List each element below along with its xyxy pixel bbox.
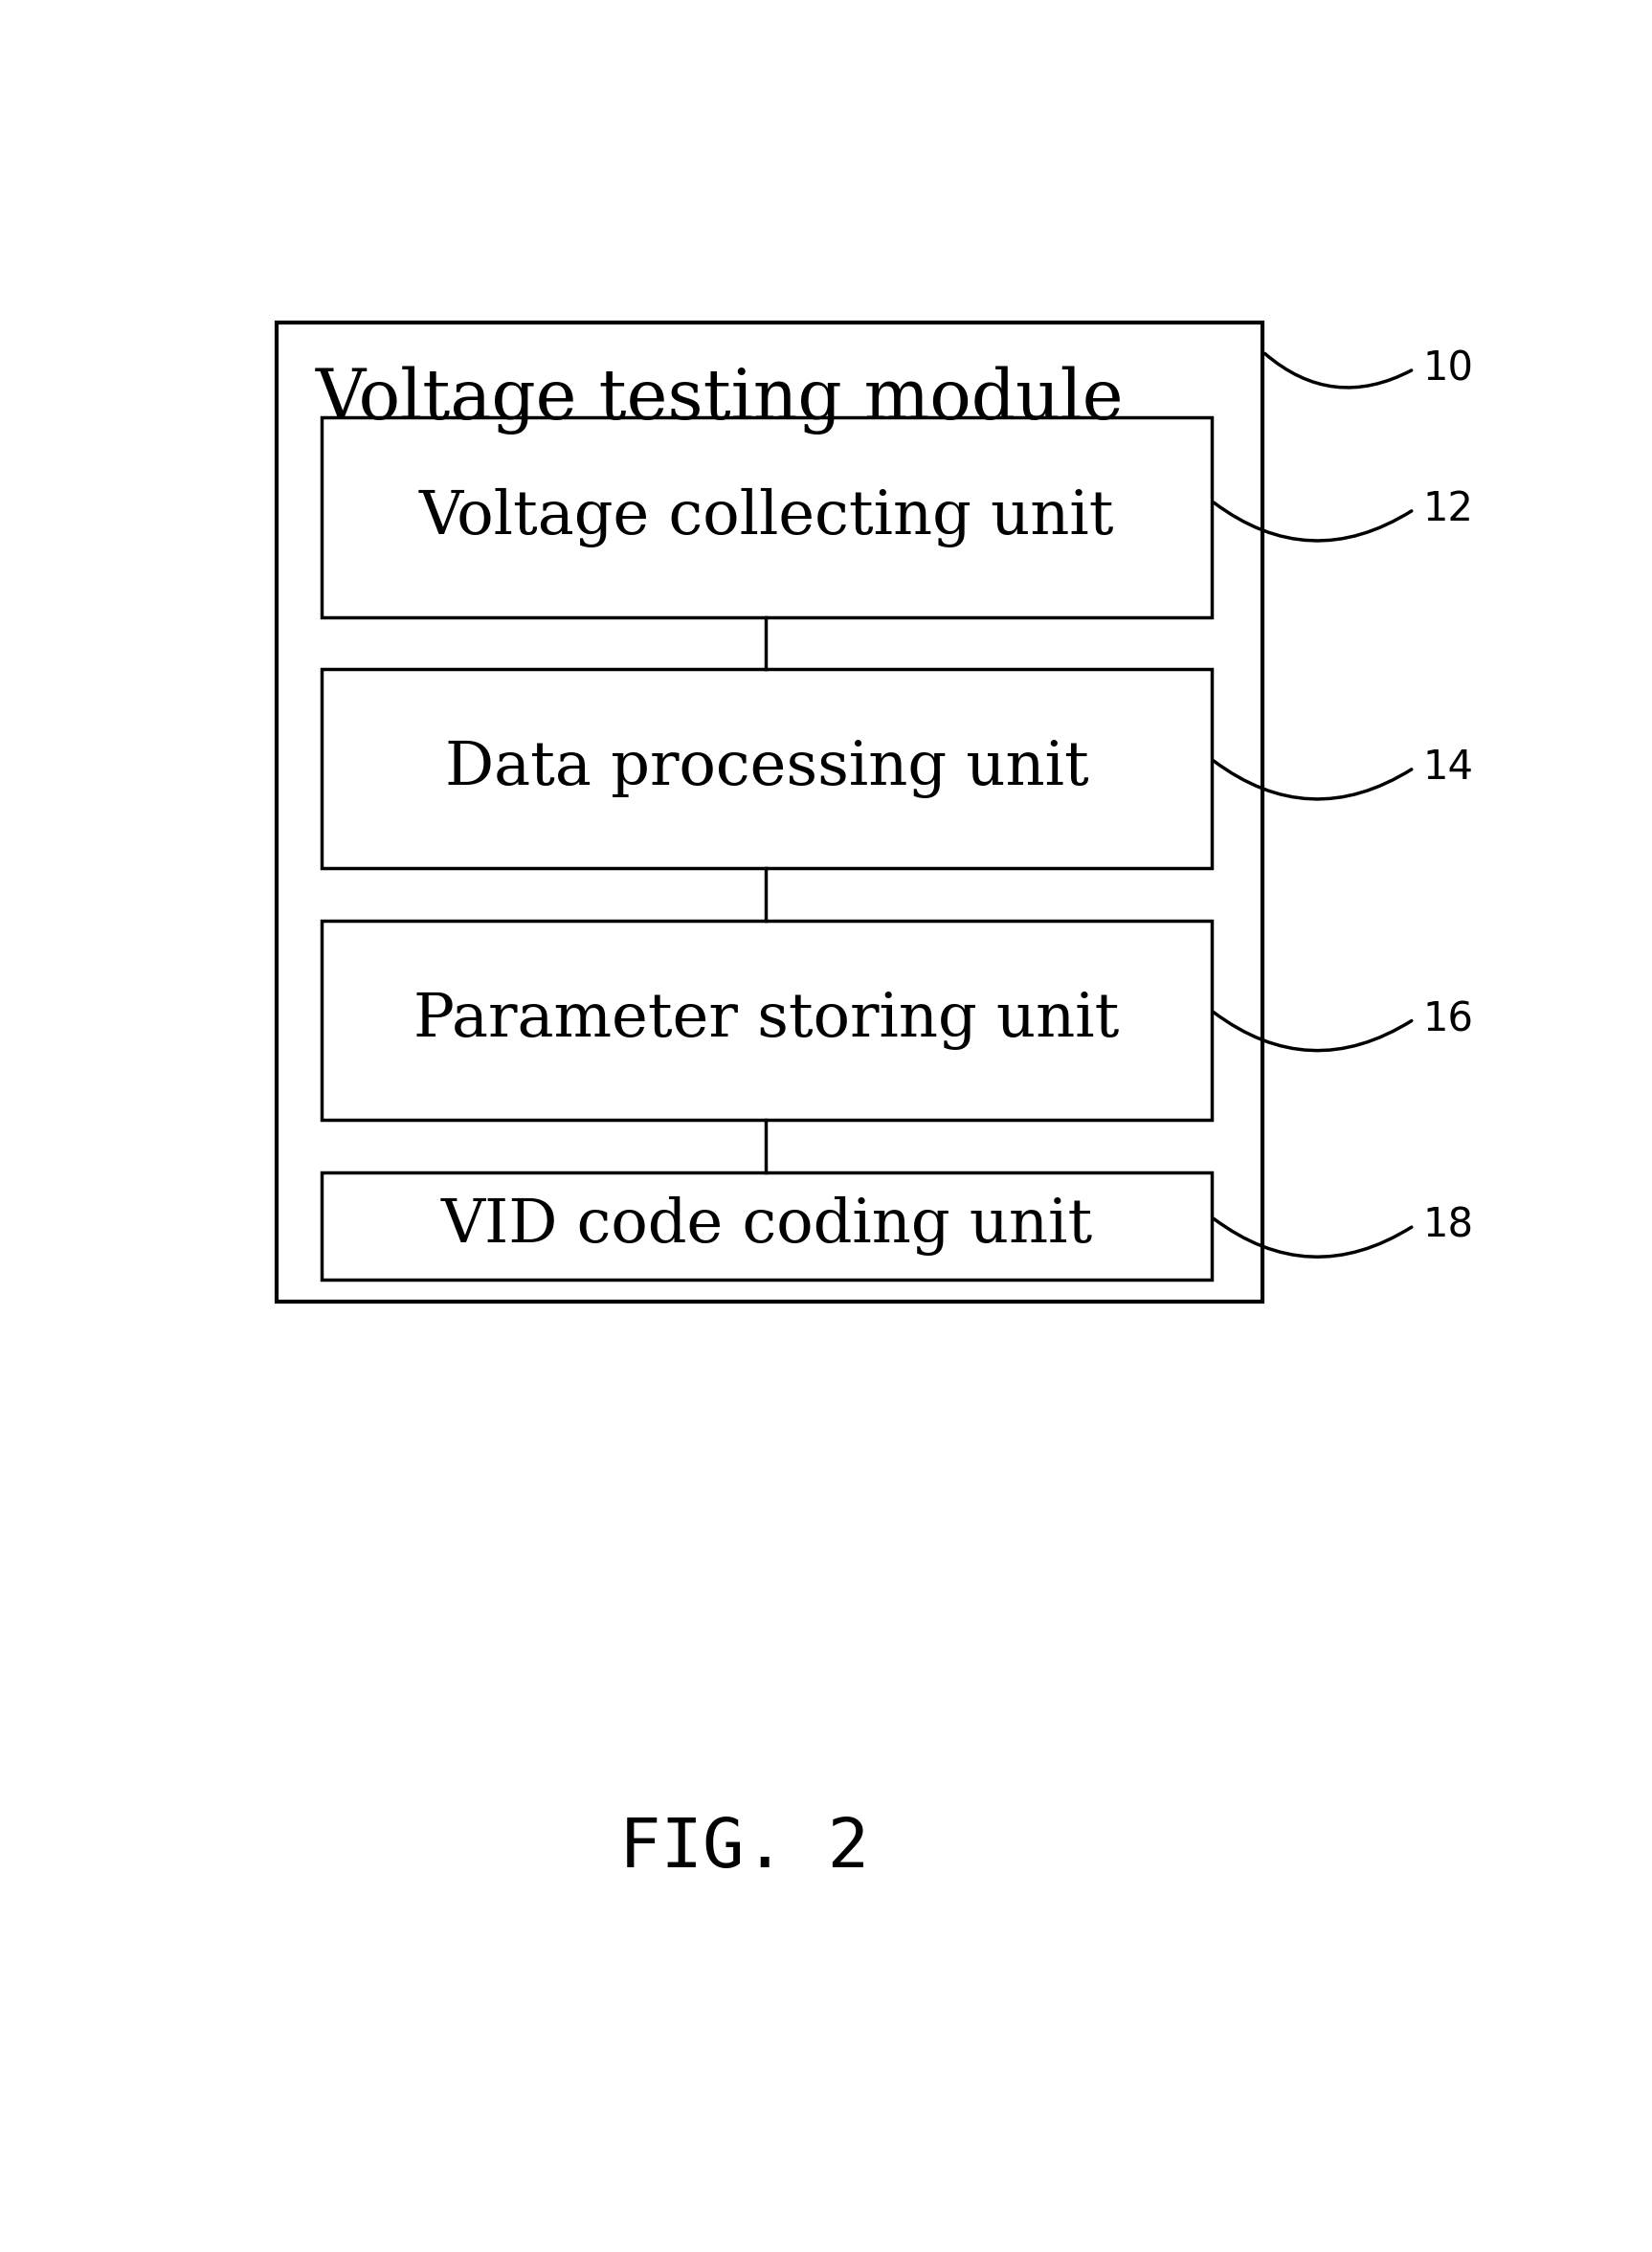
Bar	[322, 669, 1211, 869]
Text: 12: 12	[1422, 489, 1474, 529]
Text: Parameter storing unit: Parameter storing unit	[413, 991, 1120, 1049]
Text: 16: 16	[1422, 1000, 1474, 1040]
Bar	[322, 921, 1211, 1119]
Text: Data processing unit: Data processing unit	[444, 739, 1089, 797]
Text: 10: 10	[1422, 349, 1474, 390]
Text: 14: 14	[1422, 748, 1474, 788]
Bar	[322, 417, 1211, 617]
Bar	[322, 1171, 1211, 1279]
Text: 18: 18	[1422, 1205, 1474, 1245]
Text: VID code coding unit: VID code coding unit	[441, 1196, 1092, 1254]
Text: Voltage collecting unit: Voltage collecting unit	[420, 489, 1115, 547]
Text: FIG. 2: FIG. 2	[620, 1815, 869, 1880]
Bar	[278, 322, 1262, 1302]
Text: Voltage testing module: Voltage testing module	[316, 365, 1123, 435]
